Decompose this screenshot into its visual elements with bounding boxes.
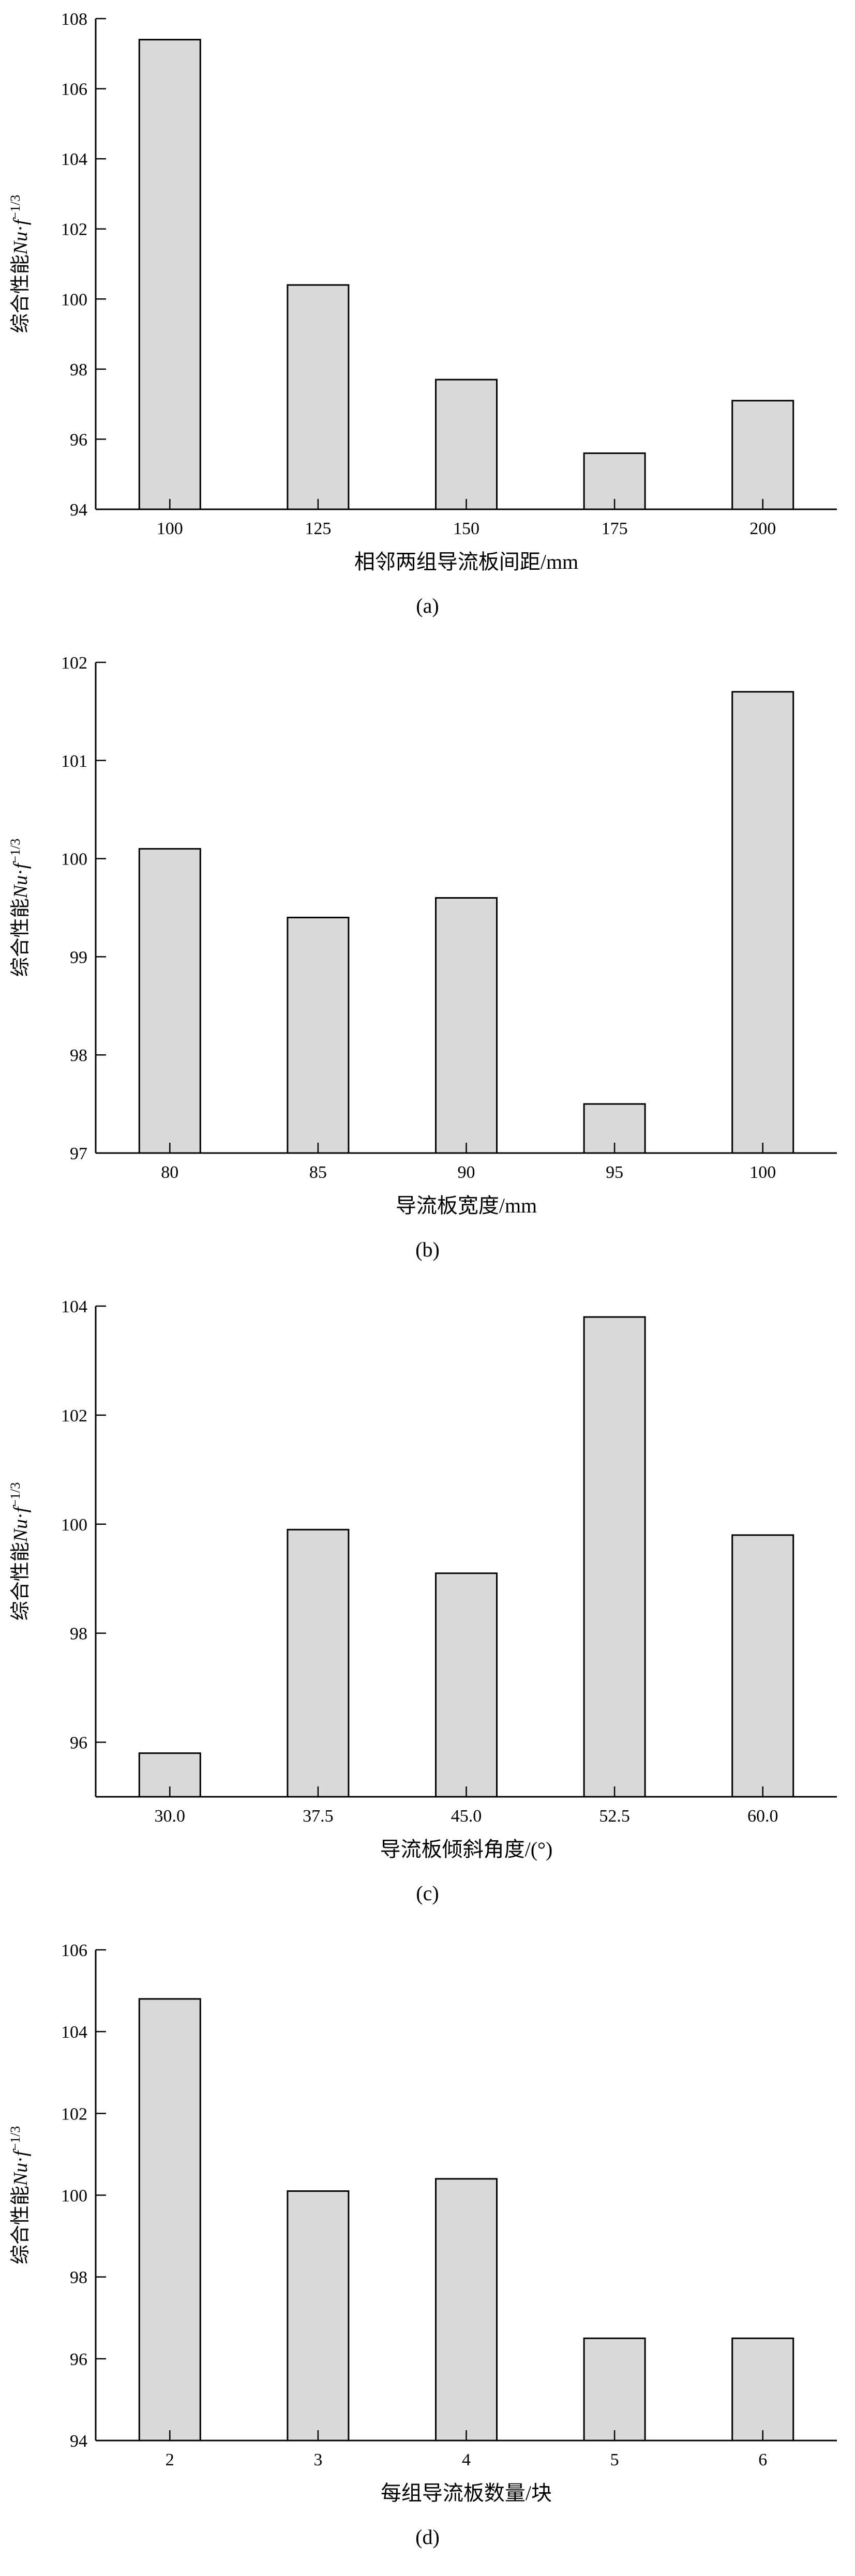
x-axis-title: 相邻两组导流板间距/mm	[354, 550, 578, 573]
x-tick-label: 175	[602, 519, 628, 538]
bar-80	[138, 848, 201, 1154]
bar-2	[138, 1998, 201, 2442]
x-tick-label: 80	[161, 1163, 178, 1182]
bar-100	[138, 39, 201, 510]
panel-c-chart: 96 98 100 102 104 30.0 37.5 45.0 52.5 60.0 导流板倾斜角度…	[0, 1287, 855, 1931]
panel-b-chart: 97 98 99 100 101 102 80 85 90 95 100 导流板宽度/mm (b) 综合性…	[0, 644, 855, 1287]
panel-label: (a)	[416, 594, 439, 617]
y-tick-label: 99	[70, 948, 87, 967]
bar-125	[287, 284, 350, 510]
x-tick-label: 30.0	[155, 1807, 186, 1826]
y-tick-label: 106	[61, 80, 87, 99]
y-tick-label: 104	[61, 150, 87, 169]
panel-label: (c)	[416, 1882, 439, 1905]
y-tick-label: 102	[61, 220, 87, 239]
x-tick-label: 2	[166, 2450, 174, 2469]
x-tick-label: 150	[453, 519, 479, 538]
y-tick-label: 101	[61, 752, 87, 771]
y-tick-label: 102	[61, 2104, 87, 2124]
panel-b: 97 98 99 100 101 102 80 85 90 95 100 导流板宽度/mm (b) 综合性…	[0, 644, 855, 1287]
y-tick-label: 108	[61, 10, 87, 29]
y-tick-label: 102	[61, 654, 87, 673]
y-axis-title: 综合性能Nu·f−1/3	[8, 195, 32, 333]
x-axis-title: 每组导流板数量/块	[381, 2481, 552, 2505]
bar-60.0	[731, 1534, 794, 1798]
x-tick-label: 52.5	[599, 1807, 630, 1826]
bar-45.0	[435, 1572, 498, 1798]
panel-d-chart: 94 96 98 100 102 104 106 2 3 4 5 6 每组导流板数量/块 (d) 综合性能N…	[0, 1931, 855, 2575]
y-tick-label: 98	[70, 1046, 87, 1065]
x-tick-label: 5	[610, 2450, 619, 2469]
panel-a: 94 96 98 100 102 104 106 108 100 125 150 175 200 相邻两组…	[0, 0, 855, 644]
y-tick-label: 94	[70, 501, 87, 520]
panel-d: 94 96 98 100 102 104 106 2 3 4 5 6 每组导流板数量/块 (d) 综合性能N…	[0, 1931, 855, 2575]
x-tick-label: 100	[157, 519, 183, 538]
bar-200	[731, 400, 794, 510]
y-axis-title: 综合性能Nu·f−1/3	[8, 839, 32, 977]
bar-4	[435, 2178, 498, 2442]
x-tick-label: 60.0	[747, 1807, 778, 1826]
bar-5	[583, 2337, 646, 2442]
bar-52.5	[583, 1316, 646, 1798]
x-tick-label: 4	[462, 2450, 471, 2469]
y-tick-label: 100	[61, 2187, 87, 2206]
y-tick-label: 102	[61, 1406, 87, 1426]
y-tick-label: 100	[61, 290, 87, 309]
x-tick-label: 6	[758, 2450, 767, 2469]
bar-3	[287, 2190, 350, 2442]
y-tick-label: 97	[70, 1144, 87, 1163]
panel-label: (b)	[415, 1238, 440, 1261]
x-tick-label: 45.0	[451, 1807, 482, 1826]
bar-90	[435, 897, 498, 1154]
x-tick-label: 100	[749, 1163, 776, 1182]
bar-100	[731, 691, 794, 1154]
y-tick-label: 104	[61, 1297, 87, 1316]
y-tick-label: 100	[61, 850, 87, 869]
x-axis-title: 导流板宽度/mm	[396, 1194, 537, 1217]
bar-37.5	[287, 1528, 350, 1798]
y-tick-label: 98	[70, 1625, 87, 1644]
bar-85	[287, 916, 350, 1154]
x-tick-label: 3	[313, 2450, 322, 2469]
y-tick-label: 98	[70, 360, 87, 380]
y-tick-label: 106	[61, 1941, 87, 1960]
y-axis-title: 综合性能Nu·f−1/3	[8, 1482, 32, 1620]
panel-a-chart: 94 96 98 100 102 104 106 108 100 125 150 175 200 相邻两组…	[0, 0, 855, 644]
x-tick-label: 90	[458, 1163, 475, 1182]
y-tick-label: 96	[70, 1734, 87, 1753]
bar-6	[731, 2337, 794, 2442]
y-tick-label: 96	[70, 430, 87, 449]
bar-150	[435, 378, 498, 510]
x-tick-label: 95	[606, 1163, 623, 1182]
y-tick-label: 96	[70, 2350, 87, 2369]
x-tick-label: 200	[749, 519, 776, 538]
panel-c: 96 98 100 102 104 30.0 37.5 45.0 52.5 60.0 导流板倾斜角度…	[0, 1287, 855, 1931]
x-tick-label: 37.5	[303, 1807, 334, 1826]
y-axis-title: 综合性能Nu·f−1/3	[8, 2126, 32, 2264]
x-axis-title: 导流板倾斜角度/(°)	[380, 1838, 553, 1861]
y-tick-label: 94	[70, 2432, 87, 2451]
panel-label: (d)	[415, 2525, 440, 2549]
y-tick-label: 100	[61, 1516, 87, 1535]
y-tick-label: 104	[61, 2023, 87, 2042]
y-tick-label: 98	[70, 2268, 87, 2287]
x-tick-label: 125	[305, 519, 331, 538]
x-tick-label: 85	[309, 1163, 327, 1182]
